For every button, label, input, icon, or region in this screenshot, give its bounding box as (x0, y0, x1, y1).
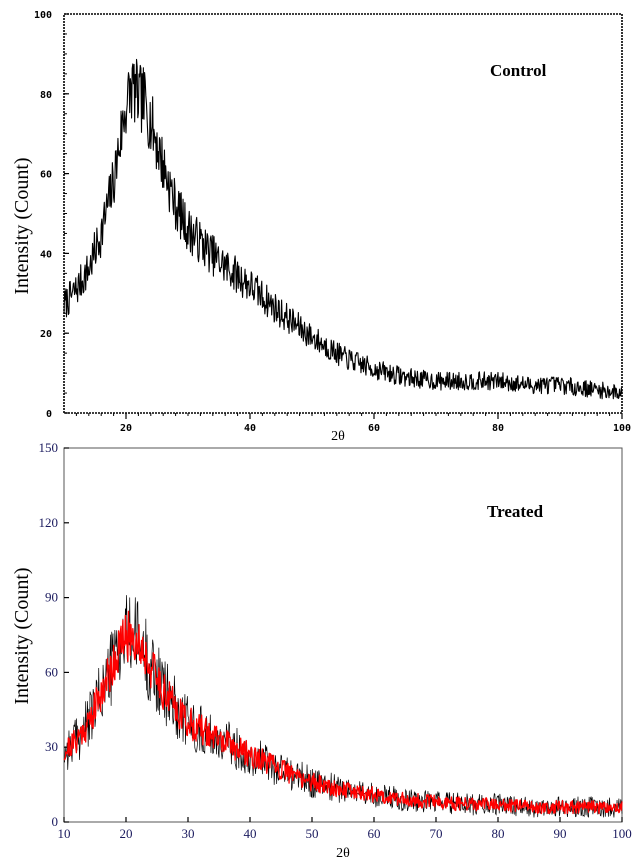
control-x-axis-label: 2θ (331, 429, 345, 444)
treated-y-tick-label: 30 (45, 739, 58, 754)
control-x-tick-label: 100 (613, 423, 631, 434)
treated-x-ticks: 10 20 30 40 50 60 70 80 90 100 (58, 817, 632, 841)
treated-y-tick-label: 150 (39, 440, 59, 455)
treated-x-tick-label: 60 (368, 826, 381, 841)
treated-x-tick-label: 50 (306, 826, 319, 841)
control-series (63, 58, 623, 400)
control-y-tick-label: 0 (46, 409, 52, 420)
control-x-tick-label: 60 (368, 423, 380, 434)
treated-series-line (63, 610, 623, 815)
control-minor-ticks (64, 33, 611, 416)
treated-y-ticks: 0 30 60 90 120 150 (39, 440, 69, 829)
treated-x-tick-label: 20 (120, 826, 133, 841)
treated-annotation: Treated (487, 502, 544, 521)
control-x-tick-label: 80 (492, 423, 504, 434)
control-y-tick-label: 60 (40, 170, 52, 181)
treated-x-tick-label: 90 (554, 826, 567, 841)
control-x-tick-label: 20 (120, 423, 132, 434)
control-annotation: Control (490, 61, 547, 80)
control-chart: 0 20 40 60 80 100 20 40 60 80 100 Control Intensi… (11, 10, 631, 444)
treated-x-tick-label: 10 (58, 826, 71, 841)
control-series-line (63, 58, 623, 400)
control-x-tick-label: 40 (244, 423, 256, 434)
control-y-tick-label: 80 (40, 90, 52, 101)
treated-y-tick-label: 120 (39, 515, 59, 530)
treated-y-tick-label: 90 (45, 590, 58, 605)
treated-chart: 0 30 60 90 120 150 10 20 30 40 50 60 70 80 90 100 Trea… (11, 440, 632, 859)
treated-x-tick-label: 100 (612, 826, 632, 841)
treated-y-tick-label: 60 (45, 664, 58, 679)
treated-y-tick-label: 0 (52, 814, 59, 829)
control-y-tick-label: 40 (40, 249, 52, 260)
treated-x-tick-label: 70 (430, 826, 443, 841)
treated-x-axis-label: 2θ (336, 846, 350, 859)
control-y-tick-label: 100 (34, 10, 52, 21)
treated-x-tick-label: 40 (244, 826, 257, 841)
treated-series (63, 595, 623, 818)
control-y-axis-label: Intensity (Count) (11, 157, 33, 294)
treated-y-axis-label: Intensity (Count) (11, 567, 33, 704)
treated-x-tick-label: 30 (182, 826, 195, 841)
treated-x-tick-label: 80 (492, 826, 505, 841)
control-y-tick-label: 20 (40, 329, 52, 340)
treated-plot-frame (63, 447, 623, 823)
control-x-ticks: 20 40 60 80 100 (120, 413, 631, 434)
